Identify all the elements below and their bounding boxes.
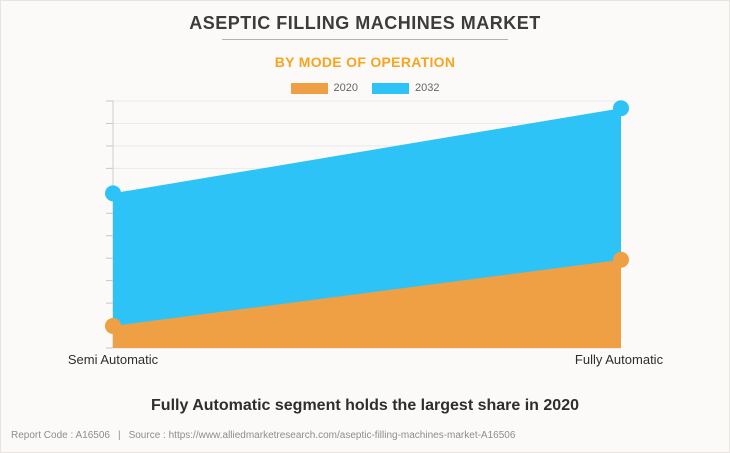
legend-swatch-2032: [372, 82, 409, 94]
legend-item-2020[interactable]: 2020: [290, 81, 358, 94]
legend-label-2032: 2032: [415, 81, 440, 94]
x-axis-label-semi-automatic: Semi Automatic: [67, 352, 159, 367]
x-axis-label-fully-automatic: Fully Automatic: [574, 352, 664, 367]
footer: Report Code : A16506 | Source : https://ww…: [11, 430, 515, 441]
chart-subtitle: BY MODE OF OPERATION: [274, 54, 456, 70]
data-point-2032[interactable]: [105, 185, 121, 202]
data-point-2020[interactable]: [105, 317, 121, 334]
legend-swatch-2020: [290, 82, 328, 94]
title-divider: [222, 39, 508, 40]
page-title: ASEPTIC FILLING MACHINES MARKET: [189, 13, 541, 33]
legend: 2020 2032: [1, 82, 729, 94]
data-point-2032[interactable]: [613, 100, 629, 117]
footer-separator: |: [117, 430, 121, 441]
legend-item-2032[interactable]: 2032: [372, 81, 440, 94]
series-area-2020: [113, 259, 621, 348]
source-url: Source : https://www.alliedmarketresearc…: [128, 430, 516, 441]
report-code: Report Code : A16506: [11, 430, 110, 441]
area-chart-plot[interactable]: [105, 100, 629, 349]
chart-caption: Fully Automatic segment holds the larges…: [151, 397, 579, 414]
data-point-2020[interactable]: [613, 251, 629, 268]
legend-label-2020: 2020: [333, 81, 358, 94]
